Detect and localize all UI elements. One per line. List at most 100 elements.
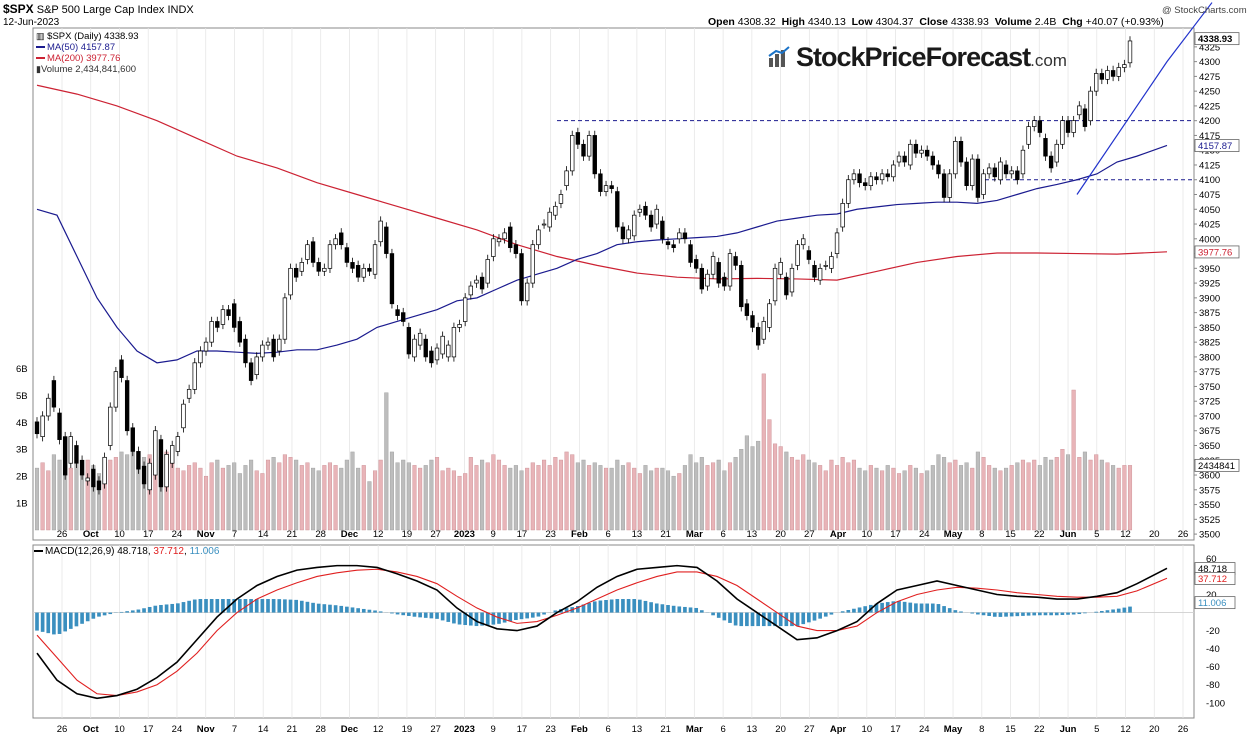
candle-body (727, 253, 733, 287)
candle-body (851, 173, 857, 181)
date-label: 12 (373, 724, 384, 735)
volume-bar (333, 465, 338, 531)
candle-body (615, 191, 620, 228)
macd-histogram-bar (992, 612, 997, 617)
candle-body (395, 309, 400, 316)
date-label: 8 (979, 724, 984, 735)
volume-bar (1060, 449, 1065, 531)
macd-histogram-bar (361, 608, 366, 613)
volume-bar (558, 459, 563, 531)
volume-bar (316, 470, 321, 531)
volume-bar (998, 470, 1003, 531)
macd-histogram-bar (491, 612, 496, 625)
macd-histogram-bar (97, 612, 101, 617)
volume-bar (142, 457, 147, 531)
macd-histogram-bar (1009, 612, 1014, 617)
macd-histogram-bar (801, 612, 806, 625)
candle-body (215, 321, 220, 328)
volume-bar (485, 462, 490, 531)
macd-histogram-bar (266, 599, 270, 613)
macd-histogram-bar (373, 610, 377, 613)
volume-bar (880, 470, 885, 531)
candle-body (192, 362, 197, 390)
macd-histogram-bar (80, 612, 84, 624)
candle-body (722, 276, 727, 287)
date-label: 27 (804, 529, 815, 540)
macd-histogram-bar (209, 599, 214, 613)
candle-body (361, 267, 366, 278)
candle-body (986, 167, 992, 175)
macd-histogram-bar (423, 612, 428, 618)
chart-icon: ▥ (36, 31, 45, 41)
volume-bar (40, 462, 45, 531)
price-tick-label: 4250 (1199, 87, 1220, 98)
macd-histogram-bar (170, 603, 175, 613)
macd-histogram-bar (401, 612, 406, 616)
volume-bar (1105, 462, 1110, 531)
macd-histogram-bar (283, 599, 287, 613)
candle-body (947, 173, 952, 198)
candle-body (226, 309, 231, 316)
volume-tick-label: 6B (16, 364, 28, 375)
candle-body (513, 244, 519, 254)
volume-bar (756, 440, 761, 531)
macd-tag-box (1194, 596, 1236, 610)
candle-body (620, 226, 626, 240)
candle-body (1116, 67, 1121, 77)
volume-bar (750, 446, 755, 531)
candle-body (981, 173, 986, 195)
volume-bar (502, 465, 507, 531)
date-label: May (944, 529, 963, 540)
candle-body (705, 273, 710, 287)
volume-bar (367, 481, 372, 531)
high-value: 4340.13 (807, 16, 846, 28)
macd-histogram-bar (795, 612, 800, 626)
candle-body (1020, 149, 1026, 175)
close-value: 4338.93 (950, 16, 989, 28)
volume-bar (254, 470, 259, 531)
date-label: Mar (686, 724, 703, 735)
macd-histogram-bar (761, 612, 766, 627)
volume-tick-label: 5B (16, 391, 28, 402)
candle-body (299, 262, 304, 272)
volume-bar (480, 459, 485, 531)
date-label: 6 (720, 724, 725, 735)
macd-histogram-bar (823, 612, 828, 617)
volume-bar (1037, 465, 1042, 531)
volume-bar (575, 462, 580, 531)
date-label: 21 (660, 529, 671, 540)
date-label: 15 (1005, 529, 1016, 540)
price-tick-label: 3875 (1199, 308, 1220, 319)
macd-name: MACD(12,26,9) (45, 546, 115, 557)
volume-bar (356, 467, 361, 531)
candle-body (457, 324, 462, 328)
macd-histogram-bar (790, 612, 794, 627)
macd-histogram-bar (677, 606, 682, 613)
price-tick-label: 4275 (1199, 72, 1220, 83)
macd-histogram-bar (35, 612, 39, 631)
volume-bar (784, 451, 789, 531)
volume-bar (812, 462, 817, 531)
macd-histogram-bar (666, 605, 670, 613)
date-label: 17 (890, 724, 901, 735)
macd-histogram-bar (254, 599, 259, 613)
volume-bar (525, 467, 530, 531)
date-label: 9 (491, 724, 496, 735)
macd-histogram-bar (1049, 612, 1053, 616)
candle-body (62, 436, 68, 476)
macd-histogram-bar (908, 602, 913, 613)
macd-histogram-bar (164, 604, 169, 613)
macd-histogram-bar (936, 604, 941, 613)
volume-bar (570, 454, 575, 531)
candle-body (829, 256, 834, 269)
volume-bar (1088, 459, 1093, 531)
macd-tag-label: 11.006 (1198, 598, 1226, 609)
candle-body (885, 173, 890, 178)
candle-body (463, 297, 468, 322)
volume-bar (592, 462, 597, 531)
macd-histogram-bar (1105, 610, 1110, 613)
macd-histogram-bar (733, 612, 738, 626)
candle-body (1060, 120, 1065, 145)
macd-histogram-bar (508, 612, 513, 622)
volume-bar (581, 459, 586, 531)
